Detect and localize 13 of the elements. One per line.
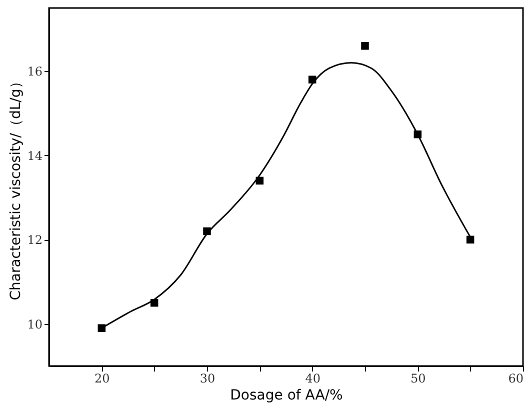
x-tick-label: 50 xyxy=(410,372,426,386)
point xyxy=(361,42,369,50)
y-axis-title: Characteristic viscosity/（dL/g） xyxy=(8,74,24,300)
x-tick-label: 30 xyxy=(200,372,216,386)
y-tick-label: 12 xyxy=(27,233,42,248)
point xyxy=(466,236,474,244)
y-tick-label: 14 xyxy=(27,148,43,163)
y-tick-label: 10 xyxy=(27,317,42,332)
y-tick-label: 16 xyxy=(27,64,42,79)
x-tick-label: 60 xyxy=(508,372,524,386)
x-axis-title: Dosage of AA/% xyxy=(230,388,343,404)
x-tick-label: 40 xyxy=(305,372,320,386)
x-tick-label: 20 xyxy=(94,372,110,386)
